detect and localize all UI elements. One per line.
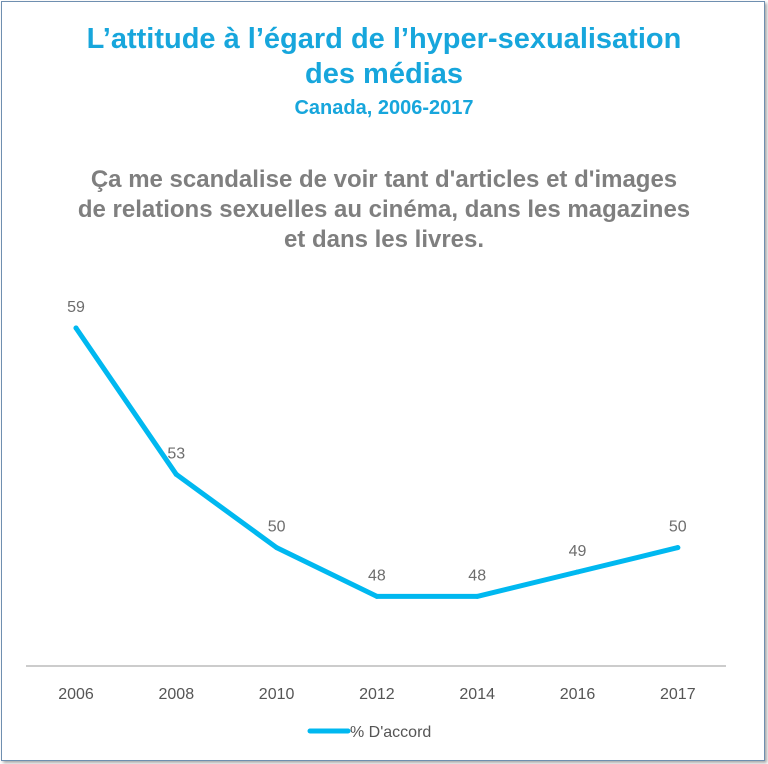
data-point-2014 xyxy=(474,593,480,599)
survey-question-line-1: Ça me scandalise de voir tant d'articles… xyxy=(90,166,678,193)
x-tick-label-2014: 2014 xyxy=(459,686,495,703)
survey-question-line-3: et dans les livres. xyxy=(283,226,485,253)
data-point-2017 xyxy=(675,545,681,551)
chart-title: L’attitude à l’égard de l’hyper-sexualis… xyxy=(24,22,744,92)
x-tick-label-2010: 2010 xyxy=(259,686,295,703)
x-tick-label-2008: 2008 xyxy=(159,686,195,703)
data-label-2006: 59 xyxy=(67,299,85,316)
data-label-2010: 50 xyxy=(268,519,286,536)
data-point-2010 xyxy=(274,545,280,551)
x-tick-label-2016: 2016 xyxy=(560,686,596,703)
chart-title-line-1: L’attitude à l’égard de l’hyper-sexualis… xyxy=(86,23,682,55)
title-block: L’attitude à l’égard de l’hyper-sexualis… xyxy=(0,22,768,121)
x-tick-label-2006: 2006 xyxy=(58,686,94,703)
data-label-2017: 50 xyxy=(669,519,687,536)
data-point-2006 xyxy=(73,325,79,331)
x-tick-label-2012: 2012 xyxy=(359,686,395,703)
data-point-2012 xyxy=(374,593,380,599)
chart-title-line-2: des médias xyxy=(305,58,463,90)
data-label-2014: 48 xyxy=(468,567,486,584)
x-tick-label-2017: 2017 xyxy=(660,686,696,703)
data-point-2016 xyxy=(575,569,580,575)
survey-question-line-2: de relations sexuelles au cinéma, dans l… xyxy=(77,196,691,223)
data-point-2008 xyxy=(173,471,179,477)
chart-subtitle: Canada, 2006-2017 xyxy=(294,97,474,119)
data-label-2016: 49 xyxy=(569,543,587,560)
survey-question: Ça me scandalise de voir tant d'articles… xyxy=(0,165,768,255)
data-label-2012: 48 xyxy=(368,567,386,584)
series-line-daccord xyxy=(73,325,681,599)
legend-label: % D'accord xyxy=(350,724,431,741)
data-label-2008: 53 xyxy=(167,445,185,462)
